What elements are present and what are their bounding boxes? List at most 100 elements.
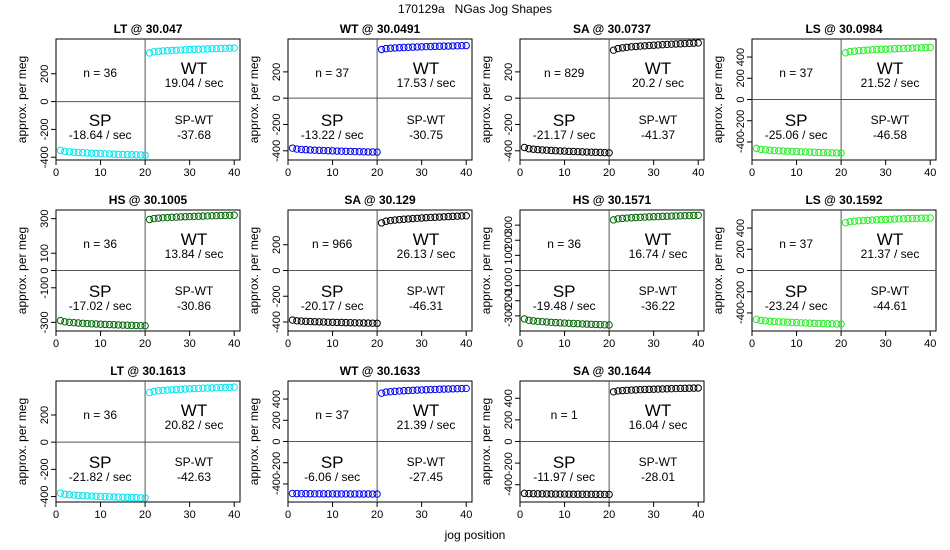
wt-point [230,44,238,52]
sp-point [302,490,310,498]
wt-point [181,46,189,54]
wt-point [917,214,925,222]
sp-point [761,146,770,154]
diff-value: -37.68 [177,128,211,142]
sp-point [70,318,78,327]
wt-point [926,214,934,222]
sp-point [752,315,761,324]
sp-point [824,320,832,328]
sp-point [293,317,301,325]
wt-point [453,212,461,220]
y-axis-label: approx. per meg [15,227,29,314]
sp-point [368,319,377,327]
sp-label: SP [89,282,112,301]
wt-point [864,46,872,54]
sp-rate: -21.82 / sec [69,470,132,484]
y-tick-label: 0 [503,438,515,444]
y-tick-label: 400 [503,389,515,407]
y-tick-label: 200 [503,63,515,81]
sp-point [543,146,551,154]
y-tick-label: 0 [271,267,283,273]
sp-point [806,319,814,327]
panel-title: WT @ 30.0491 [340,22,421,36]
wt-label: WT [413,401,439,420]
wt-point [417,214,426,222]
wt-point [386,44,395,52]
sp-point [110,321,118,329]
y-axis-label: approx. per meg [479,398,493,485]
sp-point [355,147,363,156]
y-tick-label: -200 [735,110,747,132]
wt-point [413,214,421,222]
wt-point [377,45,386,54]
wt-point [895,215,903,223]
wt-point [667,40,676,48]
sp-point [543,318,551,326]
x-tick-label: 20 [603,509,615,521]
sp-point [534,145,542,154]
wt-point [649,213,658,221]
page-title: 170129a NGas Jog Shapes [397,2,553,16]
x-tick-label: 40 [228,167,240,179]
sp-point [587,490,595,499]
sp-point [293,145,301,153]
x-tick-label: 0 [749,167,755,179]
sp-point [74,491,82,500]
sp-point [132,321,140,330]
sp-point [543,490,551,498]
wt-point [632,386,640,394]
diff-value: -27.45 [409,470,443,484]
y-tick-label: 200 [735,240,747,258]
sp-point [783,147,792,155]
wt-point [609,46,618,54]
wt-point [422,42,430,51]
n-count-label: n = 1 [551,408,578,422]
wt-point [391,216,399,224]
sp-point [297,317,306,325]
sp-point [596,490,604,499]
sp-point [783,318,792,326]
sp-point [101,492,109,501]
sp-point [319,318,328,326]
sp-point [551,318,560,327]
sp-point [315,318,323,326]
sp-point [556,319,564,327]
sp-point [101,150,109,158]
sp-rate: -18.64 / sec [69,128,132,142]
wt-point [221,383,229,392]
sp-point [346,490,355,498]
x-tick-label: 10 [790,338,802,350]
wt-label: WT [181,59,207,78]
wt-point [636,385,644,394]
sp-point [565,147,573,156]
sp-point [583,320,591,328]
sp-rate: -25.06 / sec [765,128,828,142]
y-tick-label: 400 [735,219,747,237]
sp-point [587,148,595,156]
wt-point [409,386,417,395]
diff-label: SP-WT [175,284,214,298]
wt-rate: 20.2 / sec [632,76,684,90]
y-tick-label: 200 [735,69,747,87]
wt-point [609,216,618,224]
x-tick-label: 20 [139,338,151,350]
wt-point [859,216,868,225]
wt-point [409,43,417,51]
sp-point [525,489,533,498]
wt-rate: 13.84 / sec [165,247,224,261]
x-tick-label: 30 [416,509,428,521]
sp-point [520,143,529,152]
sp-point [328,147,337,155]
sp-point [128,321,136,330]
sp-rate: -11.97 / sec [533,470,595,484]
sp-point [368,148,377,156]
wt-point [462,384,470,393]
wt-point [618,214,627,223]
sp-point [578,490,587,498]
x-tick-label: 10 [558,167,570,179]
sp-point [525,316,533,324]
y-tick-label: -400 [271,311,283,333]
n-count-label: n = 966 [312,237,353,251]
y-tick-label: -400 [39,146,51,168]
